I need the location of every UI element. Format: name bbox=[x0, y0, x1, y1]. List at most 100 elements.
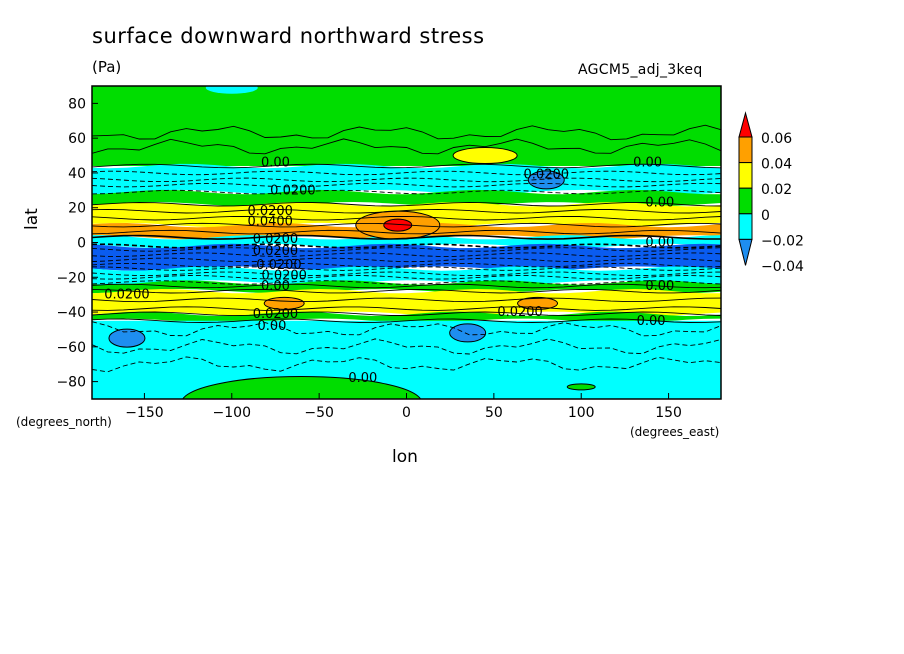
contour-line bbox=[92, 124, 721, 141]
contour-line bbox=[92, 321, 721, 337]
contour-line bbox=[92, 201, 721, 207]
contour-line bbox=[92, 306, 721, 311]
x-tick-label: 0 bbox=[402, 405, 411, 421]
small-patch bbox=[566, 383, 596, 391]
colorbar-label: 0.04 bbox=[761, 157, 792, 173]
contour-line bbox=[92, 318, 721, 323]
contour-label: 0.0200 bbox=[256, 258, 302, 273]
colorbar-max-arrow bbox=[738, 111, 753, 138]
colorbar-segment bbox=[738, 213, 753, 240]
contour-line bbox=[92, 252, 721, 257]
contour-label: 0.00 bbox=[637, 314, 666, 329]
contour-line bbox=[92, 189, 721, 195]
y-tick-label: −20 bbox=[56, 270, 86, 286]
contour-label: 0.00 bbox=[261, 279, 290, 294]
contour-line bbox=[92, 215, 721, 221]
contour-line bbox=[92, 297, 721, 303]
axis-ticks: −150 −100 −50 0 50 100 150 −80 −60 −40 −20 0 20 40 60 8… bbox=[56, 96, 681, 421]
contour-line bbox=[92, 275, 721, 280]
y-tick-label: −40 bbox=[56, 305, 86, 321]
zonal-band bbox=[92, 266, 721, 285]
y-tick-label: −60 bbox=[56, 340, 86, 356]
contour-line bbox=[92, 356, 721, 373]
contour-label: 0.0200 bbox=[524, 168, 570, 183]
chart-units: (Pa) bbox=[92, 58, 122, 76]
y-tick-label: 20 bbox=[68, 201, 86, 217]
x-tick-label: −150 bbox=[125, 405, 163, 421]
contour-line bbox=[92, 311, 721, 317]
contour-label: 0.0200 bbox=[497, 305, 543, 320]
contour-label: 0.0200 bbox=[253, 244, 299, 259]
contour-label: 0.0200 bbox=[253, 232, 299, 247]
contour-line bbox=[92, 138, 721, 155]
colorbar-min-arrow bbox=[738, 238, 753, 266]
dataset-name: AGCM5_adj_3keq bbox=[578, 62, 703, 78]
colorbar-segment bbox=[738, 136, 753, 164]
x-axis-units: (degrees_east) bbox=[630, 425, 720, 439]
x-tick-label: 100 bbox=[568, 405, 595, 421]
plot-area bbox=[92, 86, 721, 399]
contour-line bbox=[92, 229, 721, 235]
y-tick-label: −80 bbox=[56, 375, 86, 391]
contour-line bbox=[92, 338, 721, 355]
contour-line bbox=[92, 243, 721, 249]
y-axis-units: (degrees_north) bbox=[16, 415, 112, 429]
contour-labels: 0.000.02000.02000.04000.02000.02000.0200… bbox=[104, 156, 674, 387]
contour-label: 0.00 bbox=[645, 279, 674, 294]
north-edge-band bbox=[92, 86, 721, 96]
zonal-band bbox=[92, 86, 721, 166]
contour-label: 0.00 bbox=[633, 156, 662, 171]
zonal-band bbox=[92, 163, 721, 195]
contour-label: 0.0400 bbox=[247, 215, 293, 230]
colorbar-segment bbox=[738, 187, 753, 215]
contour-label: 0.0200 bbox=[270, 183, 316, 198]
contour-label: 0.0200 bbox=[247, 204, 293, 219]
feature-patch bbox=[452, 147, 518, 165]
zonal-band bbox=[92, 189, 721, 207]
contour-line bbox=[92, 177, 721, 183]
feature-patch bbox=[108, 328, 146, 348]
y-tick-label: 80 bbox=[68, 96, 86, 112]
contour-label: 0.00 bbox=[645, 196, 674, 211]
x-tick-label: −50 bbox=[304, 405, 334, 421]
contour-label: 0.0200 bbox=[253, 307, 299, 322]
contour-label: 0.00 bbox=[645, 236, 674, 251]
contour-label: 0.00 bbox=[348, 371, 377, 386]
x-tick-label: −100 bbox=[213, 405, 251, 421]
feature-patch bbox=[517, 296, 559, 310]
colorbar-label: 0.06 bbox=[761, 131, 792, 147]
x-tick-label: 50 bbox=[485, 405, 503, 421]
contour-line bbox=[92, 266, 721, 271]
colorbar-label: −0.04 bbox=[761, 259, 804, 275]
x-axis-label: lon bbox=[392, 447, 418, 467]
colorbar-label: −0.02 bbox=[761, 233, 804, 249]
colorbar-label: 0 bbox=[761, 208, 770, 224]
zonal-band bbox=[92, 243, 721, 271]
polar-cap-south bbox=[182, 375, 422, 399]
contour-line bbox=[92, 247, 721, 252]
y-tick-label: 0 bbox=[77, 236, 86, 252]
contour-line bbox=[92, 280, 721, 285]
contour-line bbox=[92, 234, 721, 240]
chart-title: surface downward northward stress bbox=[92, 24, 485, 48]
contour-line bbox=[92, 182, 721, 188]
contour-line bbox=[92, 222, 721, 228]
contour-label: 0.0200 bbox=[104, 288, 150, 303]
contour-line bbox=[92, 170, 721, 176]
north-cap-patch bbox=[205, 86, 258, 94]
feature-patch bbox=[449, 323, 487, 343]
contour-label: 0.0200 bbox=[261, 269, 307, 284]
colorbar-label: 0.02 bbox=[761, 182, 792, 198]
contour-line bbox=[92, 257, 721, 263]
contour-line bbox=[92, 283, 721, 289]
contour-line bbox=[92, 208, 721, 214]
contour-line bbox=[92, 262, 721, 268]
colorbar-segment bbox=[738, 162, 753, 189]
contour-label: 0.00 bbox=[257, 319, 286, 334]
contour-line bbox=[92, 271, 721, 277]
contour-line bbox=[92, 288, 721, 294]
zonal-band bbox=[92, 280, 721, 294]
y-tick-label: 60 bbox=[68, 131, 86, 147]
y-tick-label: 40 bbox=[68, 166, 86, 182]
